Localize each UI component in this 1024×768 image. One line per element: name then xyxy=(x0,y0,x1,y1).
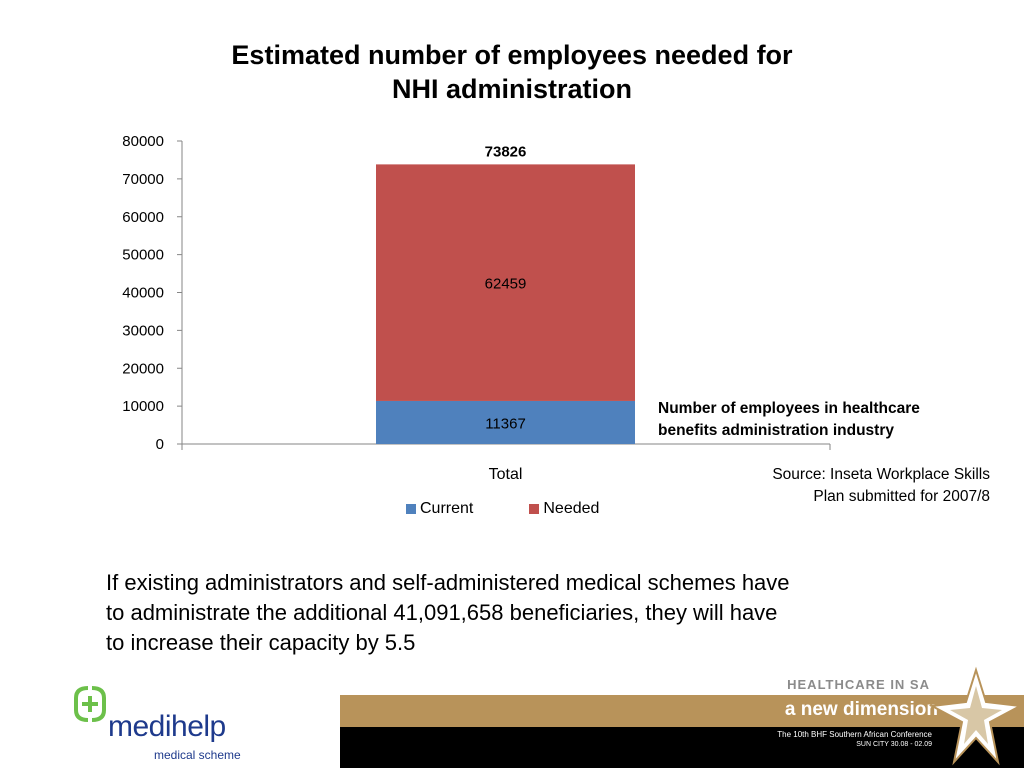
chart-annotation: Number of employees in healthcare benefi… xyxy=(658,398,1008,442)
chart-title-line2: NHI administration xyxy=(391,74,633,104)
body-line3: to increase their capacity by 5.5 xyxy=(106,630,416,655)
body-line1: If existing administrators and self-admi… xyxy=(106,570,790,595)
annotation-line1: Number of employees in healthcare xyxy=(658,400,920,417)
data-label-needed: 62459 xyxy=(485,276,527,293)
y-tick-label: 70000 xyxy=(122,171,164,188)
y-tick-label: 0 xyxy=(156,436,164,453)
y-tick-label: 80000 xyxy=(122,133,164,150)
legend-item-current: Current xyxy=(406,500,473,518)
y-tick-label: 40000 xyxy=(122,285,164,302)
y-tick-label: 50000 xyxy=(122,247,164,264)
medihelp-emblem-icon xyxy=(74,686,106,722)
legend-swatch-needed xyxy=(529,504,540,514)
banner-black-band xyxy=(340,727,1024,768)
annotation-line2: benefits administration industry xyxy=(658,422,894,439)
banner-line2: SUN CITY 30.08 - 02.09 xyxy=(856,741,932,748)
bar-current xyxy=(376,400,635,444)
chart-legend: Current Needed xyxy=(406,500,599,518)
x-tick-label: Total xyxy=(489,466,523,483)
body-paragraph: If existing administrators and self-admi… xyxy=(106,568,926,658)
y-tick-label: 30000 xyxy=(122,322,164,339)
legend-label-current: Current xyxy=(420,500,474,517)
banner-gold-band xyxy=(340,695,1024,727)
banner-main-text: a new dimension xyxy=(784,699,938,720)
legend-swatch-current xyxy=(406,504,416,514)
source-note: Source: Inseta Workplace Skills Plan sub… xyxy=(650,464,990,508)
chart-title-line1: Estimated number of employees needed for xyxy=(231,40,793,70)
source-line1: Source: Inseta Workplace Skills xyxy=(772,466,990,483)
logo-subtitle: medical scheme xyxy=(154,748,241,762)
total-label: 73826 xyxy=(485,143,527,160)
chart-title: Estimated number of employees needed for… xyxy=(150,38,874,106)
banner-top-text: HEALTHCARE IN SA xyxy=(787,677,930,692)
data-label-current: 11367 xyxy=(485,415,526,432)
banner-line1: The 10th BHF Southern African Conference xyxy=(777,730,932,739)
bar-needed xyxy=(376,164,635,401)
conference-banner: HEALTHCARE IN SA a new dimension The 10t… xyxy=(340,662,1024,768)
y-tick-label: 20000 xyxy=(122,360,164,377)
y-tick-label: 60000 xyxy=(122,209,164,226)
source-line2: Plan submitted for 2007/8 xyxy=(813,488,990,505)
logo-wordmark: medihelp xyxy=(108,710,226,743)
y-tick-label: 10000 xyxy=(122,398,164,415)
legend-item-needed: Needed xyxy=(529,500,599,518)
body-line2: to administrate the additional 41,091,65… xyxy=(106,600,778,625)
medihelp-logo: medihelp medical scheme xyxy=(68,682,298,768)
legend-label-needed: Needed xyxy=(543,500,600,517)
star-logo-icon xyxy=(928,666,1024,766)
